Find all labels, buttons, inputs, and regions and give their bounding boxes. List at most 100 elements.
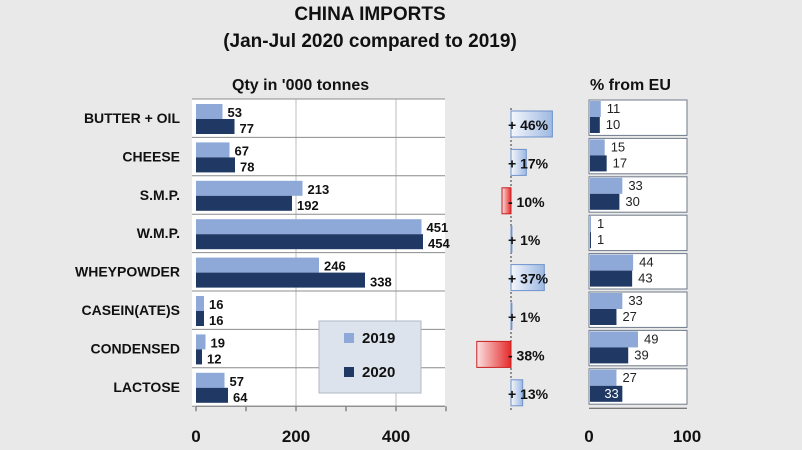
bar-2020: [196, 119, 235, 134]
bar-2019: [196, 296, 204, 311]
eu-bar-2020: [590, 385, 623, 402]
value-label-2019: 16: [209, 297, 223, 312]
eu-value-2019: 15: [611, 139, 625, 154]
eu-value-2019: 49: [644, 331, 658, 346]
value-label-2020: 78: [240, 159, 254, 174]
bar-2020: [196, 311, 204, 326]
eu-bar-2020: [590, 232, 591, 249]
value-label-2019: 53: [228, 105, 242, 120]
eu-bar-2020: [590, 155, 607, 172]
eu-value-2020: 10: [606, 117, 620, 132]
value-label-2020: 192: [297, 198, 319, 213]
eu-bar-2019: [590, 177, 623, 194]
right-panel-title: % from EU: [590, 77, 671, 94]
change-label: + 13%: [508, 386, 549, 402]
bar-2020: [196, 272, 365, 288]
change-bar-negative: [501, 187, 512, 215]
qty-x-tick-label: 400: [382, 427, 410, 446]
value-label-2020: 16: [209, 313, 223, 328]
change-label: + 17%: [508, 155, 549, 171]
eu-bar-2019: [590, 101, 601, 117]
bar-2020: [196, 195, 292, 211]
value-label-2019: 246: [324, 259, 346, 274]
eu-row-box: [588, 99, 688, 136]
eu-bar-2020: [590, 193, 620, 210]
eu-value-2020: 17: [613, 155, 627, 170]
left-panel-title: Qty in '000 tonnes: [232, 77, 370, 94]
category-label: LACTOSE: [113, 379, 180, 395]
bar-2020: [196, 157, 235, 173]
category-label: CONDENSED: [91, 340, 180, 356]
change-bar-positive: [510, 302, 513, 330]
category-label: CHEESE: [122, 148, 180, 164]
legend-box: [318, 320, 422, 394]
category-label: BUTTER + OIL: [84, 110, 181, 126]
legend-swatch-2020: [344, 367, 354, 377]
bar-2019: [196, 372, 225, 388]
eu-value-2020: 43: [638, 271, 652, 286]
chart-subtitle: (Jan-Jul 2020 compared to 2019): [223, 31, 517, 52]
eu-value-2020: 30: [625, 194, 639, 209]
change-label: + 46%: [508, 117, 549, 133]
eu-value-2019: 33: [628, 178, 642, 193]
category-label: WHEYPOWDER: [75, 264, 180, 280]
value-label-2019: 57: [230, 374, 244, 389]
eu-value-2019: 27: [622, 370, 636, 385]
category-label: CASEIN(ATE)S: [81, 302, 180, 318]
eu-value-2020: 33: [604, 386, 618, 401]
qty-x-tick-label: 0: [191, 427, 200, 446]
eu-value-2020: 39: [634, 347, 648, 362]
eu-value-2020: 27: [622, 309, 636, 324]
value-label-2020: 12: [207, 351, 221, 366]
eu-bar-2020: [590, 270, 633, 287]
eu-value-2019: 33: [628, 293, 642, 308]
change-label: + 1%: [508, 309, 541, 325]
change-bar-positive: [510, 148, 527, 176]
bar-2019: [196, 104, 223, 119]
qty-x-tick-label: 200: [282, 427, 310, 446]
value-label-2019: 19: [211, 335, 225, 350]
change-label: - 38%: [508, 347, 545, 363]
legend-label-2019: 2019: [362, 330, 395, 347]
eu-x-tick-label: 100: [673, 427, 701, 446]
change-label: - 10%: [508, 194, 545, 210]
change-bar-positive: [510, 379, 524, 407]
eu-bar-2019: [590, 139, 605, 156]
change-bar-positive: [510, 110, 553, 138]
legend-label-2020: 2020: [362, 364, 395, 381]
bar-2019: [196, 334, 206, 350]
change-bar-positive: [510, 264, 545, 292]
value-label-2020: 454: [428, 236, 450, 251]
chart-title: CHINA IMPORTS: [294, 4, 446, 25]
value-label-2019: 451: [427, 220, 449, 235]
eu-bar-2020: [590, 117, 600, 133]
eu-bar-2019: [590, 254, 634, 271]
bar-2019: [196, 180, 303, 196]
value-label-2019: 213: [308, 182, 330, 197]
eu-value-2020: 1: [597, 232, 604, 247]
bar-2020: [196, 234, 423, 250]
eu-bar-2020: [590, 347, 629, 364]
change-bar-negative: [476, 340, 512, 368]
eu-bar-2019: [590, 293, 623, 309]
category-label: S.M.P.: [140, 187, 180, 203]
bar-2020: [196, 387, 228, 403]
eu-value-2019: 11: [607, 101, 621, 116]
eu-row-box: [588, 214, 688, 252]
eu-bar-2019: [590, 331, 639, 348]
change-label: + 37%: [508, 271, 549, 287]
bar-2019: [196, 257, 319, 273]
legend-swatch-2019: [344, 333, 354, 343]
category-label: W.M.P.: [137, 225, 180, 241]
bar-2019: [196, 142, 230, 158]
bar-2019: [196, 219, 422, 235]
bar-2020: [196, 349, 202, 365]
change-bar-positive: [510, 225, 513, 253]
value-label-2020: 338: [370, 275, 392, 290]
eu-bar-2019: [590, 369, 617, 386]
value-label-2019: 67: [235, 143, 249, 158]
change-label: + 1%: [508, 232, 541, 248]
eu-x-tick-label: 0: [584, 427, 593, 446]
eu-value-2019: 44: [639, 255, 653, 270]
